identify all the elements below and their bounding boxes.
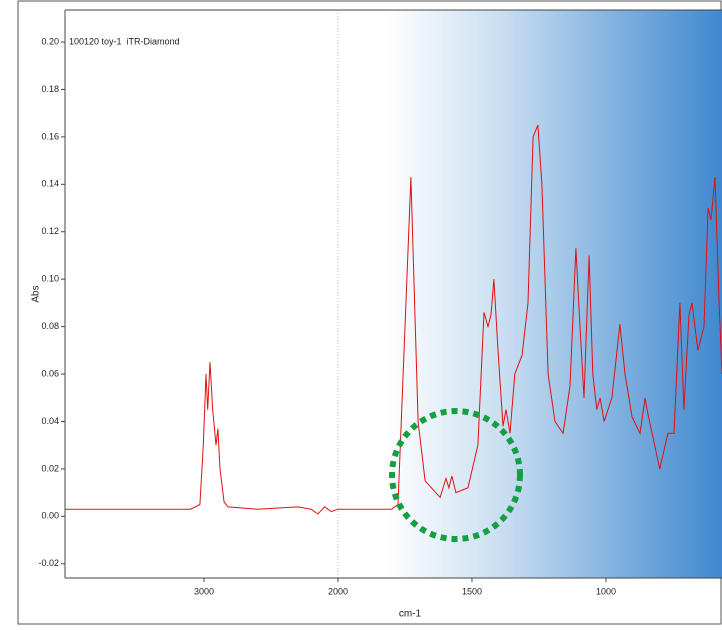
y-tick-label: 0.12	[41, 226, 59, 236]
background-gradient	[385, 10, 722, 578]
y-tick-label: 0.16	[41, 131, 59, 141]
plot	[65, 124, 722, 515]
y-axis-label: Abs	[31, 285, 42, 302]
highlight-circle	[389, 408, 523, 542]
y-tick-label: 0.18	[41, 84, 59, 94]
y-tick-label: 0.14	[41, 179, 59, 189]
x-axis-label: cm-1	[399, 609, 422, 620]
x-tick-label: 2000	[328, 586, 348, 596]
y-tick-label: 0.08	[41, 321, 59, 331]
x-tick-label: 1000	[596, 586, 616, 596]
y-tick-label: 0.04	[41, 416, 59, 426]
x-tick-label: 3000	[194, 586, 214, 596]
y-tick-label: -0.02	[38, 558, 59, 568]
y-tick-label: 0.00	[41, 511, 59, 521]
y-tick-label: 0.02	[41, 463, 59, 473]
y-tick-label: 0.20	[41, 36, 59, 46]
chart-title: 100120 toy-1 iTR-Diamond	[69, 36, 180, 46]
spectrum-line	[65, 124, 722, 515]
y-tick-label: 0.10	[41, 274, 59, 284]
x-tick-label: 1500	[462, 586, 482, 596]
y-tick-label: 0.06	[41, 368, 59, 378]
